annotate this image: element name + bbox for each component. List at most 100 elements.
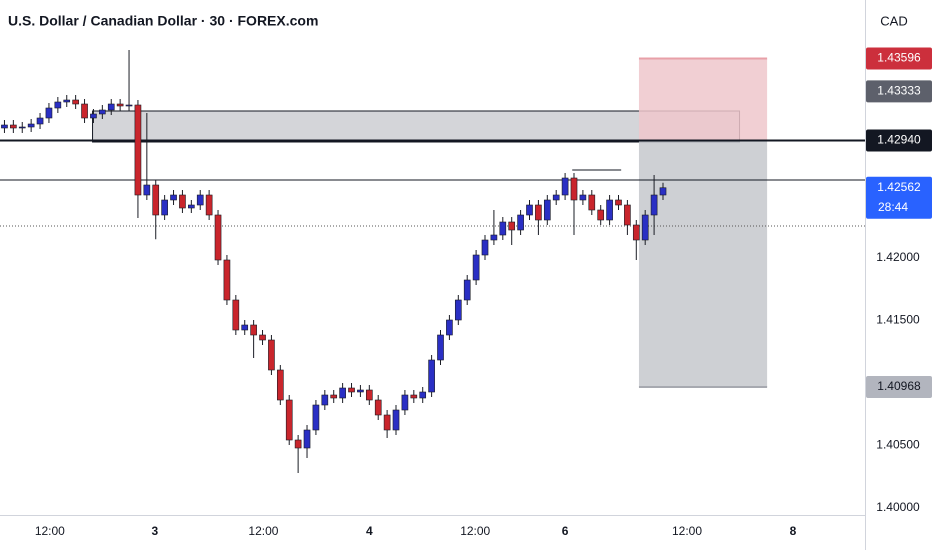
x-tick-label: 6: [562, 524, 569, 538]
candle-body: [285, 399, 293, 441]
candle-body: [10, 124, 17, 129]
price-badge-label: 1.40968: [877, 379, 921, 393]
candle-body: [579, 194, 587, 201]
candle-body: [205, 194, 213, 216]
plot-area: [0, 50, 865, 473]
candle-body: [125, 104, 133, 107]
candle-body: [45, 107, 53, 119]
price-badge-label: 1.43596: [877, 51, 921, 65]
candle-body: [632, 224, 640, 241]
x-tick-label: 8: [790, 524, 797, 538]
candle-body: [499, 221, 507, 236]
candle-body: [419, 391, 427, 399]
candle-body: [437, 334, 444, 361]
candle-body: [597, 209, 605, 221]
x-tick-label: 3: [152, 524, 159, 538]
candle-body: [543, 199, 551, 221]
candle-body: [650, 194, 658, 216]
price-badge: [866, 129, 932, 152]
x-tick-label: 4: [366, 524, 373, 538]
candle-body: [463, 279, 471, 301]
price-badge: [866, 80, 932, 103]
candle-body: [526, 204, 533, 216]
y-tick-label: 1.40000: [876, 500, 920, 514]
candle-body: [170, 194, 177, 201]
candle-body: [561, 177, 569, 196]
price-badge-label: 1.42940: [877, 133, 921, 147]
candle-body: [517, 214, 524, 231]
candle-body: [615, 199, 622, 206]
x-tick-label: 12:00: [248, 524, 278, 538]
candle-body: [54, 101, 62, 109]
candle-body: [294, 439, 302, 449]
candle-body: [188, 204, 195, 209]
candle-body: [490, 234, 498, 241]
candle-body: [1, 124, 8, 129]
candle-body: [223, 259, 231, 301]
candle-body: [339, 387, 346, 399]
price-badge: [866, 47, 932, 70]
candle-body: [401, 394, 409, 411]
candle-body: [552, 194, 560, 201]
candle-body: [63, 99, 71, 103]
currency-label[interactable]: CAD: [880, 13, 907, 28]
candle-body: [143, 184, 151, 196]
candle-body: [606, 199, 613, 221]
candle-body: [410, 394, 418, 399]
candle-body: [312, 404, 320, 431]
candle-body: [276, 369, 284, 401]
candle-body: [152, 184, 160, 216]
candle-body: [659, 187, 667, 196]
y-tick-label: 1.40500: [876, 438, 920, 452]
candle-body: [365, 389, 373, 401]
candle-body: [232, 299, 240, 331]
y-tick-label: 1.41500: [876, 313, 920, 327]
candle-body: [179, 194, 186, 209]
candle-body: [99, 109, 106, 115]
candle-body: [454, 299, 462, 321]
target-area: [638, 140, 768, 387]
candle-body: [321, 394, 329, 406]
stop-area: [638, 58, 768, 141]
candle-body: [357, 389, 364, 393]
candle-body: [570, 177, 578, 201]
candle-body: [392, 409, 400, 431]
candle-body: [472, 254, 480, 281]
candle-body: [348, 387, 355, 393]
candle-body: [508, 221, 516, 231]
candle-body: [116, 103, 124, 107]
countdown: 28:44: [878, 200, 908, 214]
candle-body: [535, 204, 542, 221]
candle-body: [641, 214, 649, 241]
candle-body: [107, 103, 115, 111]
candle-body: [481, 239, 489, 256]
candle-body: [330, 394, 338, 399]
candle-body: [303, 429, 311, 449]
candle-body: [134, 104, 142, 196]
price-badge: [866, 176, 932, 219]
candle-body: [588, 194, 596, 211]
y-tick-label: 1.42000: [876, 250, 920, 264]
candle-body: [268, 339, 275, 371]
candle-body: [36, 117, 44, 125]
candle-body: [250, 324, 257, 336]
x-tick-label: 12:00: [460, 524, 490, 538]
price-badge-label: 1.42562: [877, 180, 921, 194]
candle-body: [241, 324, 249, 331]
candle-body: [374, 399, 382, 416]
chart-title: U.S. Dollar / Canadian Dollar · 30 · FOR…: [8, 13, 318, 29]
candle-body: [18, 126, 26, 129]
candle-body: [72, 99, 79, 105]
x-tick-label: 12:00: [35, 524, 65, 538]
candle-body: [259, 334, 266, 341]
x-tick-label: 12:00: [672, 524, 702, 538]
candle-body: [214, 214, 222, 261]
candle-body: [383, 414, 391, 431]
price-badge-label: 1.43333: [877, 84, 921, 98]
candle-body: [27, 123, 35, 128]
price-badge: [866, 376, 932, 398]
candle-body: [624, 204, 631, 226]
candle-body: [428, 359, 435, 393]
